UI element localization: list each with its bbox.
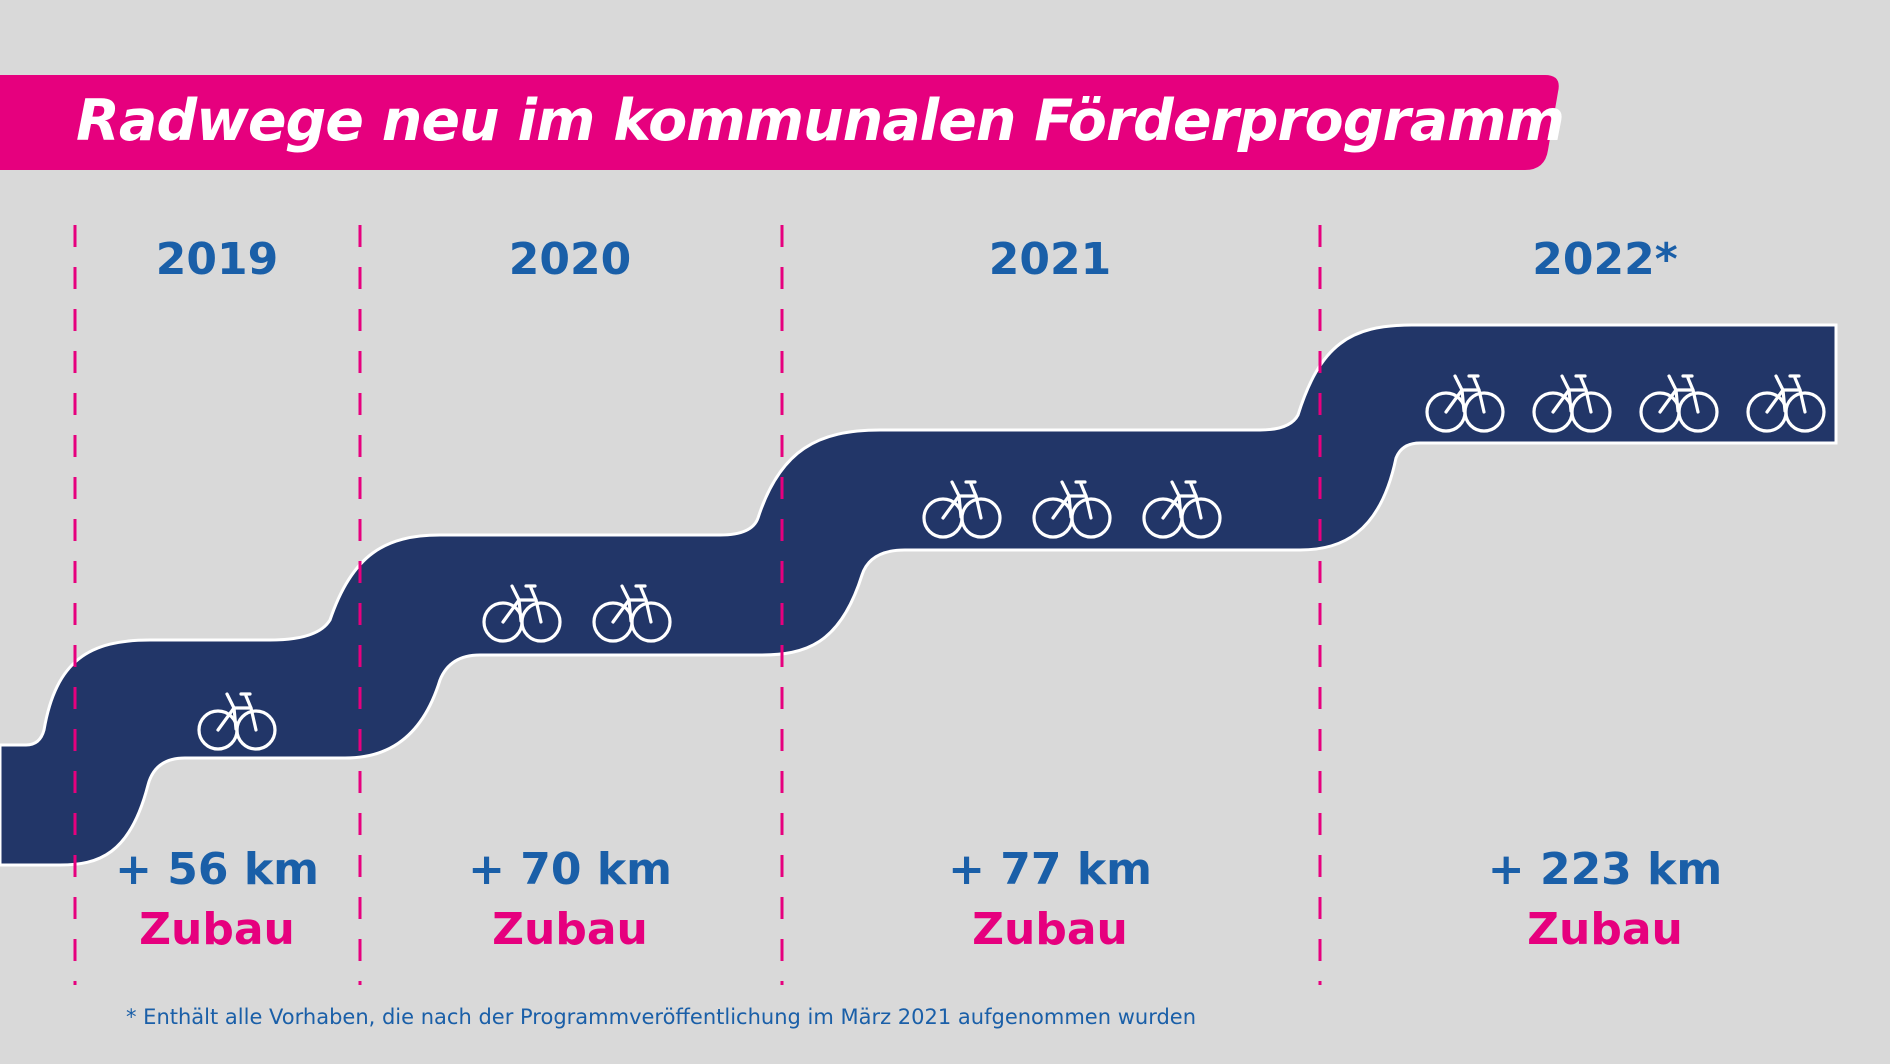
bicycle-icon: [1746, 374, 1826, 433]
bicycle-icon: [1639, 374, 1719, 433]
bicycle-icon: [482, 584, 562, 643]
km-value-label: + 77 km: [948, 844, 1152, 895]
bicycle-icon: [1425, 374, 1505, 433]
dashed-separators: [73, 225, 1322, 985]
bike-icons: [197, 374, 1826, 751]
bike-path-road: [0, 323, 1838, 867]
bicycle-icon: [1532, 374, 1612, 433]
year-label: 2020: [508, 234, 632, 285]
km-value-label: + 56 km: [115, 844, 319, 895]
title-bar: [0, 75, 1559, 170]
bicycle-icon: [592, 584, 672, 643]
bicycle-icon: [1142, 480, 1222, 539]
year-label: 2019: [155, 234, 279, 285]
km-value-label: + 70 km: [468, 844, 672, 895]
zubau-label: Zubau: [492, 904, 648, 955]
km-value-label: + 223 km: [1487, 844, 1723, 895]
footnote: * Enthält alle Vorhaben, die nach der Pr…: [126, 1005, 1197, 1029]
zubau-label: Zubau: [972, 904, 1128, 955]
chart-title: Radwege neu im kommunalen Förderprogramm: [76, 88, 1565, 154]
bicycle-icon: [197, 692, 277, 751]
year-label: 2022*: [1532, 234, 1678, 285]
year-label: 2021: [988, 234, 1112, 285]
zubau-label: Zubau: [1527, 904, 1683, 955]
zubau-label: Zubau: [139, 904, 295, 955]
bicycle-icon: [1032, 480, 1112, 539]
bicycle-icon: [922, 480, 1002, 539]
